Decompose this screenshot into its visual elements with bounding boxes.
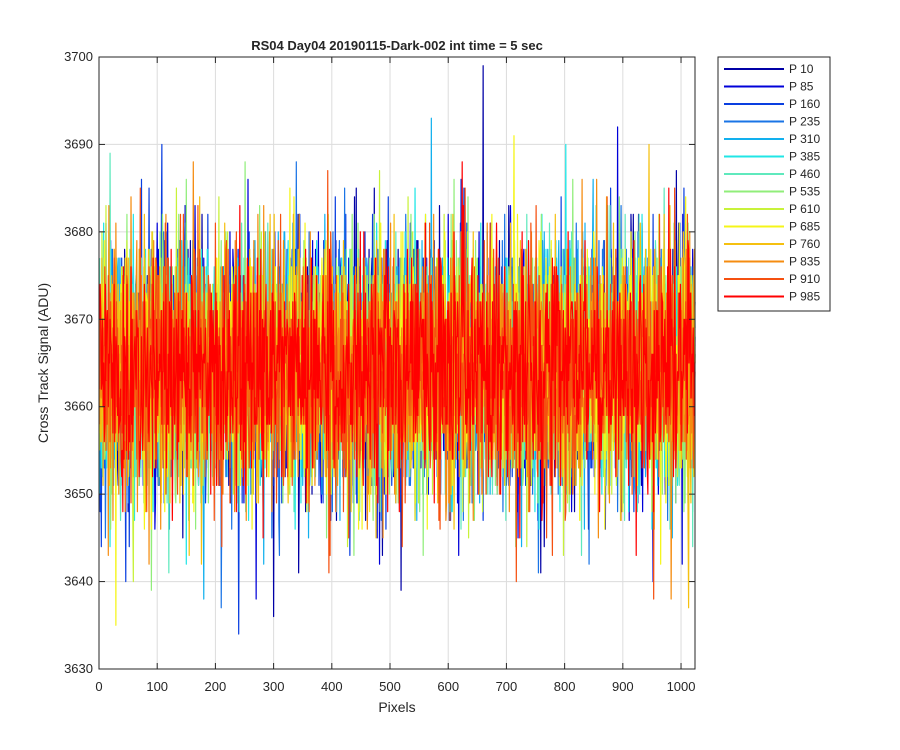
x-axis: 0 100 200 300 400 500 600 700 800 900 1000 (95, 57, 695, 694)
series-lines (98, 65, 696, 635)
legend-box (717, 56, 831, 312)
legend-label: P 85 (789, 80, 814, 94)
legend-label: P 610 (789, 202, 820, 216)
y-tick-label: 3700 (64, 49, 93, 64)
legend-label: P 835 (789, 255, 820, 269)
x-tick-label: 400 (321, 679, 343, 694)
legend-label: P 385 (789, 150, 820, 164)
legend-label: P 160 (789, 97, 820, 111)
y-axis-label: Cross Track Signal (ADU) (35, 283, 51, 443)
legend-label: P 460 (789, 167, 820, 181)
x-axis-label: Pixels (378, 699, 415, 715)
legend-entries: P 10 P 85 P 160 P 235 P 310 P 385 P 460 P 535 P … (724, 62, 820, 304)
x-tick-label: 300 (263, 679, 285, 694)
x-tick-label: 1000 (667, 679, 696, 694)
legend-label: P 535 (789, 185, 820, 199)
legend-label: P 760 (789, 237, 820, 251)
legend-label: P 685 (789, 220, 820, 234)
y-tick-label: 3670 (64, 311, 93, 326)
x-tick-label: 700 (496, 679, 518, 694)
x-tick-label: 100 (146, 679, 168, 694)
legend-label: P 985 (789, 290, 820, 304)
x-tick-label: 600 (437, 679, 459, 694)
plot-area (98, 56, 696, 670)
x-tick-label: 0 (95, 679, 102, 694)
series-line-p-985 (98, 161, 696, 556)
y-tick-label: 3630 (64, 661, 93, 676)
x-tick-label: 800 (554, 679, 576, 694)
y-tick-label: 3680 (64, 224, 93, 239)
y-tick-label: 3690 (64, 136, 93, 151)
y-tick-label: 3660 (64, 399, 93, 414)
legend-label: P 310 (789, 132, 820, 146)
plot-frame (98, 56, 696, 670)
x-tick-label: 900 (612, 679, 634, 694)
legend-label: P 235 (789, 115, 820, 129)
legend-label: P 910 (789, 272, 820, 286)
y-tick-label: 3650 (64, 486, 93, 501)
x-tick-label: 200 (205, 679, 227, 694)
y-axis: 3630 3640 3650 3660 3670 3680 3690 3700 (64, 49, 695, 676)
legend-label: P 10 (789, 62, 814, 76)
chart-title: RS04 Day04 20190115-Dark-002 int time = … (251, 38, 543, 53)
x-tick-label: 500 (379, 679, 401, 694)
y-tick-label: 3640 (64, 574, 93, 589)
legend: P 10 P 85 P 160 P 235 P 310 P 385 P 460 P 535 P … (717, 56, 831, 312)
